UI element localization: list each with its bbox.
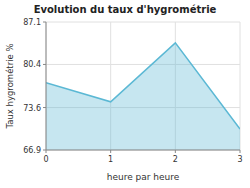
plot-area <box>46 43 240 150</box>
y-tick <box>43 107 46 108</box>
x-tick <box>175 150 176 153</box>
y-tick-label: 87.1 <box>23 18 41 27</box>
y-axis-label: Taux hygrométrie % <box>5 43 15 129</box>
y-tick <box>43 22 46 23</box>
x-tick <box>46 150 47 153</box>
grid-line-y <box>46 22 240 23</box>
grid-line-y <box>46 150 240 151</box>
y-tick <box>43 64 46 65</box>
x-tick-label: 1 <box>108 155 113 164</box>
x-tick-label: 3 <box>237 155 242 164</box>
y-tick-label: 80.4 <box>23 60 41 69</box>
grid-line-y <box>46 64 240 65</box>
x-tick-label: 2 <box>173 155 178 164</box>
x-axis-label: heure par heure <box>107 172 180 182</box>
y-tick-label: 73.6 <box>23 104 41 113</box>
y-tick-label: 66.9 <box>23 146 41 155</box>
area-line <box>46 43 240 129</box>
grid-line-x <box>46 22 47 150</box>
area-fill <box>46 43 240 150</box>
x-axis-line <box>46 150 240 151</box>
x-tick <box>110 150 111 153</box>
x-tick-label: 0 <box>43 155 48 164</box>
title: Evolution du taux d'hygrométrie <box>34 4 217 15</box>
y-axis-line <box>46 22 47 150</box>
x-tick <box>240 150 241 153</box>
chart: 66.9 73.6 80.4 87.1 0 1 2 3 Evolution du taux d'… <box>0 0 250 188</box>
